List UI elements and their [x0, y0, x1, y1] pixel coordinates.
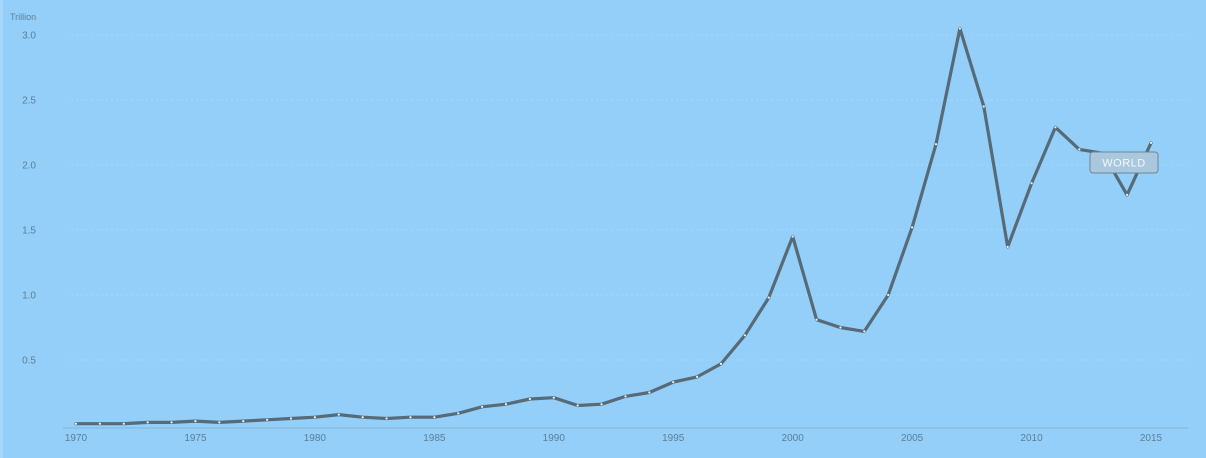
data-point[interactable]	[362, 416, 364, 418]
x-axis-ticks: 1970 1975 1980 1985 1990 1995 2000 2005 2010 2015	[63, 428, 1188, 444]
data-point[interactable]	[505, 403, 507, 405]
data-point[interactable]	[792, 235, 794, 237]
y-tick-label: 3.0	[22, 31, 36, 42]
y-axis-ticks: 0.5 1.0 1.5 2.0 2.5 3.0	[22, 31, 36, 367]
x-tick-label: 1995	[662, 433, 685, 444]
data-point[interactable]	[385, 417, 387, 419]
x-tick-label: 2010	[1020, 433, 1043, 444]
x-tick-label: 1990	[543, 433, 566, 444]
x-tick-label: 1985	[423, 433, 446, 444]
y-tick-label: 2.0	[22, 161, 36, 172]
data-point[interactable]	[170, 421, 172, 423]
series-group	[76, 29, 1151, 424]
data-point[interactable]	[983, 105, 985, 107]
data-points	[75, 27, 1152, 424]
data-point[interactable]	[553, 397, 555, 399]
data-point[interactable]	[266, 419, 268, 421]
series-label-text: WORLD	[1102, 158, 1145, 170]
data-point[interactable]	[624, 395, 626, 397]
data-point[interactable]	[648, 391, 650, 393]
x-tick-label: 1975	[184, 433, 207, 444]
data-point[interactable]	[481, 406, 483, 408]
series-label-world[interactable]: WORLD	[1090, 152, 1158, 173]
data-point[interactable]	[99, 423, 101, 425]
data-point[interactable]	[887, 294, 889, 296]
data-point[interactable]	[314, 416, 316, 418]
data-point[interactable]	[147, 421, 149, 423]
data-point[interactable]	[935, 143, 937, 145]
data-point[interactable]	[338, 414, 340, 416]
data-point[interactable]	[1030, 182, 1032, 184]
data-point[interactable]	[959, 27, 961, 29]
data-point[interactable]	[720, 363, 722, 365]
x-tick-label: 2005	[901, 433, 924, 444]
x-tick-label: 2000	[782, 433, 805, 444]
data-point[interactable]	[863, 330, 865, 332]
data-point[interactable]	[433, 416, 435, 418]
data-point[interactable]	[529, 398, 531, 400]
gridlines	[71, 35, 1188, 360]
y-tick-label: 0.5	[22, 356, 36, 367]
y-axis-unit-label: Trillion	[10, 12, 36, 22]
data-point[interactable]	[911, 226, 913, 228]
data-point[interactable]	[457, 412, 459, 414]
series-line-world[interactable]	[76, 29, 1151, 424]
x-tick-label: 2015	[1140, 433, 1163, 444]
data-point[interactable]	[123, 423, 125, 425]
data-point[interactable]	[768, 297, 770, 299]
y-tick-label: 1.5	[22, 226, 36, 237]
data-point[interactable]	[600, 403, 602, 405]
y-tick-label: 1.0	[22, 291, 36, 302]
data-point[interactable]	[194, 420, 196, 422]
line-chart: Trillion 0.5 1.0 1.5 2.0 2.5 3.0 1970 1975 1980…	[3, 0, 1203, 458]
data-point[interactable]	[1126, 194, 1128, 196]
data-point[interactable]	[744, 334, 746, 336]
data-point[interactable]	[815, 319, 817, 321]
data-point[interactable]	[696, 376, 698, 378]
data-point[interactable]	[409, 416, 411, 418]
data-point[interactable]	[1078, 148, 1080, 150]
data-point[interactable]	[75, 423, 77, 425]
data-point[interactable]	[218, 421, 220, 423]
y-tick-label: 2.5	[22, 96, 36, 107]
data-point[interactable]	[672, 381, 674, 383]
data-point[interactable]	[1150, 142, 1152, 144]
x-tick-label: 1980	[304, 433, 327, 444]
x-tick-label: 1970	[65, 433, 88, 444]
data-point[interactable]	[1007, 246, 1009, 248]
data-point[interactable]	[577, 404, 579, 406]
data-point[interactable]	[839, 326, 841, 328]
data-point[interactable]	[1054, 126, 1056, 128]
data-point[interactable]	[242, 420, 244, 422]
data-point[interactable]	[290, 417, 292, 419]
